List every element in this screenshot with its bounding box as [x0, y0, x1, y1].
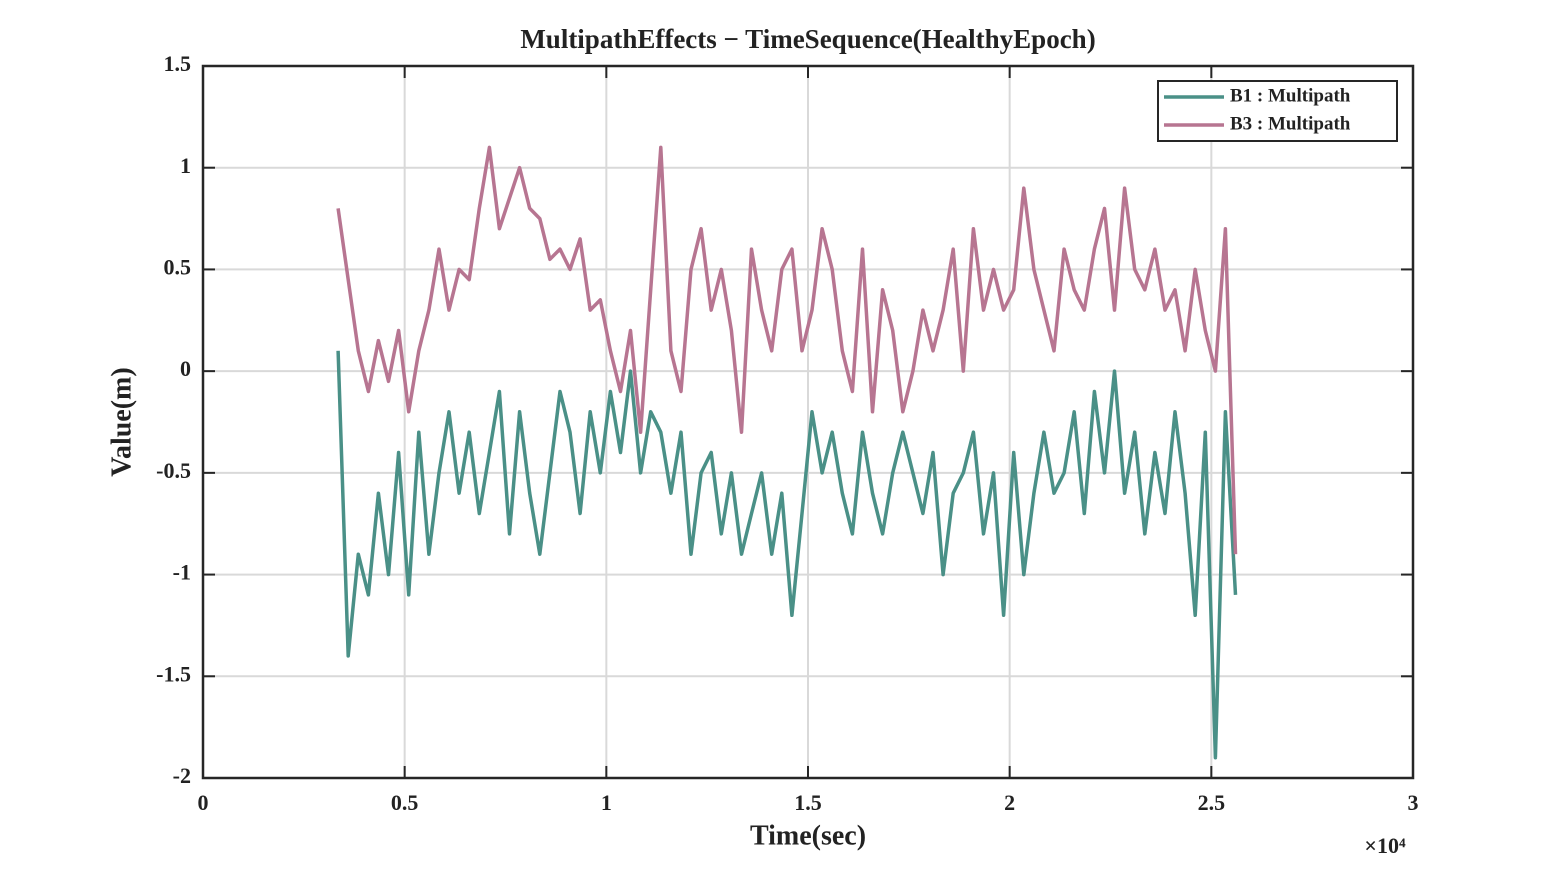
chart-title: MultipathEffects − TimeSequence(HealthyE…	[520, 24, 1095, 54]
y-axis-label: Value(m)	[106, 367, 137, 476]
x-axis-label: Time(sec)	[750, 820, 866, 851]
y-tick-label: 1	[180, 153, 191, 178]
plot-frame	[201, 64, 1415, 780]
y-tick-label: -1.5	[156, 661, 191, 686]
y-tick-label: -1	[173, 560, 191, 585]
x-tick-label: 1	[601, 790, 612, 815]
x-tick-label: 0.5	[391, 790, 419, 815]
x-tick-label: 2.5	[1198, 790, 1226, 815]
legend-label: B1 : Multipath	[1230, 85, 1351, 106]
legend-label: B3 : Multipath	[1230, 113, 1351, 134]
legend-box	[1157, 80, 1398, 142]
data-line	[336, 350, 1238, 760]
x-tick-label: 1.5	[794, 790, 822, 815]
y-tick-label: -2	[173, 763, 191, 788]
data-line	[336, 145, 1238, 555]
x-exponent-label: ×10⁴	[1364, 833, 1406, 858]
y-tick-label: 1.5	[164, 51, 192, 76]
x-tick-label: 3	[1408, 790, 1419, 815]
y-tick-label: 0.5	[164, 254, 192, 279]
x-tick-label: 2	[1004, 790, 1015, 815]
y-tick-label: 0	[180, 356, 191, 381]
y-tick-label: -0.5	[156, 458, 191, 483]
x-tick-label: 0	[198, 790, 209, 815]
